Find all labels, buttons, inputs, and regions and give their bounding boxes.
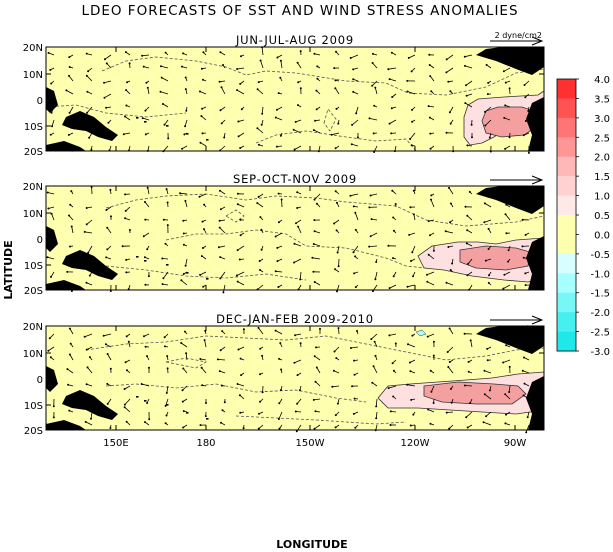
colorbar-swatch xyxy=(557,117,576,138)
wind-vectors xyxy=(45,325,530,434)
lat-tick-label: 10N xyxy=(23,349,43,360)
colorbar-tick-label: -3.0 xyxy=(590,347,610,358)
figure-title: LDEO FORECASTS OF SST AND WIND STRESS AN… xyxy=(81,3,518,19)
colorbar-swatch xyxy=(557,273,576,294)
lon-tick-label: 150E xyxy=(103,438,128,449)
colorbar-swatch xyxy=(557,98,576,119)
lon-tick-label: 120W xyxy=(401,438,430,449)
colorbar-swatch xyxy=(557,215,576,235)
colorbar-tick-label: -2.0 xyxy=(590,308,610,319)
colorbar-swatch xyxy=(557,292,576,313)
panel-title: JUN-JUL-AUG 2009 xyxy=(235,33,354,47)
colorbar-swatch xyxy=(557,195,576,216)
map-panel xyxy=(45,185,545,294)
reference-vector xyxy=(490,175,544,185)
land-masses xyxy=(46,186,544,290)
map-panel xyxy=(45,46,545,154)
lat-tick-label: 10S xyxy=(24,401,43,412)
y-axis-label: LATITUDE xyxy=(2,240,15,299)
colorbar-swatch xyxy=(557,312,576,332)
reference-vector-label: 2 dyne/cm2 xyxy=(495,31,542,40)
contour-dashed xyxy=(225,209,245,223)
lat-tick-label: 20S xyxy=(24,286,43,297)
colorbar-tick-label: 0.5 xyxy=(594,211,610,222)
colorbar-swatch xyxy=(557,137,576,158)
lat-tick-label: 20S xyxy=(24,147,43,158)
contour-dashed xyxy=(165,229,427,269)
wind-vectors xyxy=(45,185,530,294)
colorbar-swatch xyxy=(557,176,576,196)
colorbar-tick-label: 0.0 xyxy=(594,230,610,241)
lat-tick-label: 0 xyxy=(37,375,43,386)
colorbar-swatch xyxy=(557,331,576,352)
colorbar-tick-label: 1.0 xyxy=(594,192,610,203)
lon-tick-label: 150W xyxy=(296,438,325,449)
warm-anomaly-core xyxy=(423,381,527,405)
lat-tick-label: 0 xyxy=(37,96,43,107)
land-masses xyxy=(46,326,544,430)
lat-tick-label: 20S xyxy=(24,426,43,437)
colorbar-swatch xyxy=(557,79,576,99)
lat-tick-label: 10S xyxy=(24,261,43,272)
colorbar-tick-label: 1.5 xyxy=(594,172,610,183)
lat-tick-label: 10N xyxy=(23,209,43,220)
colorbar-tick-label: -1.0 xyxy=(590,269,610,280)
warm-anomaly-core xyxy=(459,245,531,271)
panel-frame xyxy=(45,46,545,152)
panel-title: DEC-JAN-FEB 2009-2010 xyxy=(216,312,374,326)
lon-tick-label: 180 xyxy=(196,438,215,449)
colorbar-tick-label: -0.5 xyxy=(590,250,610,261)
lon-tick-label: 90W xyxy=(504,438,527,449)
ocean-background xyxy=(46,47,544,151)
cold-anomaly-spot xyxy=(415,329,427,337)
lat-tick-label: 10S xyxy=(24,122,43,133)
x-axis-label: LONGITUDE xyxy=(276,538,347,551)
lat-tick-label: 10N xyxy=(23,70,43,81)
panel-frame xyxy=(45,185,545,291)
colorbar-tick-label: 3.5 xyxy=(594,94,610,105)
colorbar-tick-label: 2.5 xyxy=(594,133,610,144)
reference-vector xyxy=(490,315,544,325)
contour-dashed xyxy=(105,265,307,281)
contour-dashed xyxy=(235,415,407,425)
contour-dashed xyxy=(165,357,208,369)
lat-tick-label: 20N xyxy=(23,322,43,333)
colorbar-tick-label: -1.5 xyxy=(590,289,610,300)
colorbar-tick-label: 3.0 xyxy=(594,114,610,125)
lat-tick-label: 0 xyxy=(37,235,43,246)
lat-tick-label: 20N xyxy=(23,182,43,193)
contour-dashed xyxy=(85,335,545,361)
colorbar-swatch xyxy=(557,253,576,274)
contour-dashed xyxy=(255,130,417,152)
reference-vector xyxy=(490,36,544,46)
panel-title: SEP-OCT-NOV 2009 xyxy=(233,172,357,186)
lat-tick-label: 20N xyxy=(23,43,43,54)
colorbar-swatch xyxy=(557,156,576,177)
contour-dashed xyxy=(323,108,337,132)
map-panel xyxy=(45,325,545,434)
contour-dashed xyxy=(45,104,187,118)
panel-frame xyxy=(45,325,545,431)
colorbar-tick-label: 4.0 xyxy=(594,75,610,86)
colorbar-tick-label: 2.0 xyxy=(594,153,610,164)
colorbar-swatch xyxy=(557,234,576,255)
wind-vectors xyxy=(45,46,530,154)
colorbar-tick-label: -2.5 xyxy=(590,328,610,339)
